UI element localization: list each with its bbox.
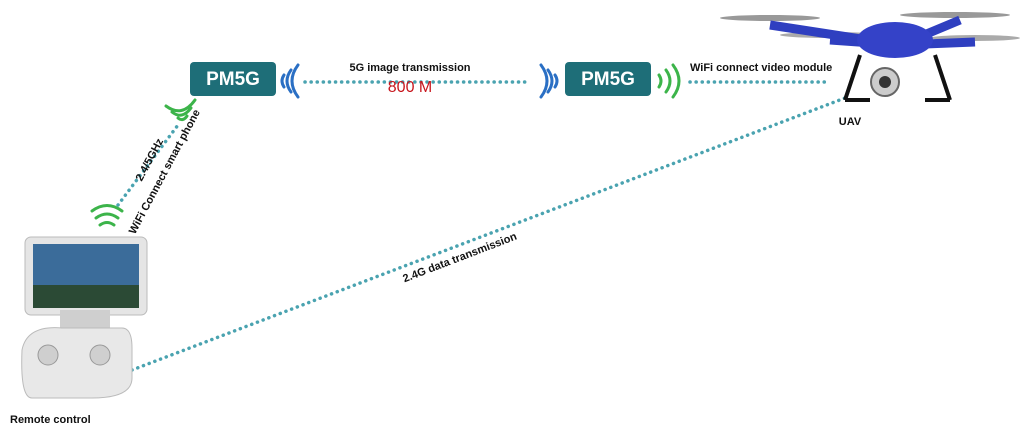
wifi-icon [164, 98, 197, 122]
remote-control: Remote control [10, 236, 148, 426]
node-label: PM5G [581, 69, 635, 90]
node-label: PM5G [206, 69, 260, 90]
link-label: 2.4G data transmission [401, 231, 519, 286]
link-24g [130, 96, 847, 372]
pm5g-right: PM5G [539, 62, 681, 99]
node-label: Remote control [10, 414, 91, 426]
link-phone [116, 123, 180, 207]
uav: UAV [720, 12, 1020, 128]
link-speed: 800 M [388, 79, 432, 96]
link-label: WiFi connect video module [690, 62, 832, 74]
pm5g-left: PM5G [190, 62, 300, 99]
link-label: 5G image transmission [349, 62, 470, 74]
node-label: UAV [839, 116, 862, 128]
wifi-icon [90, 204, 124, 227]
